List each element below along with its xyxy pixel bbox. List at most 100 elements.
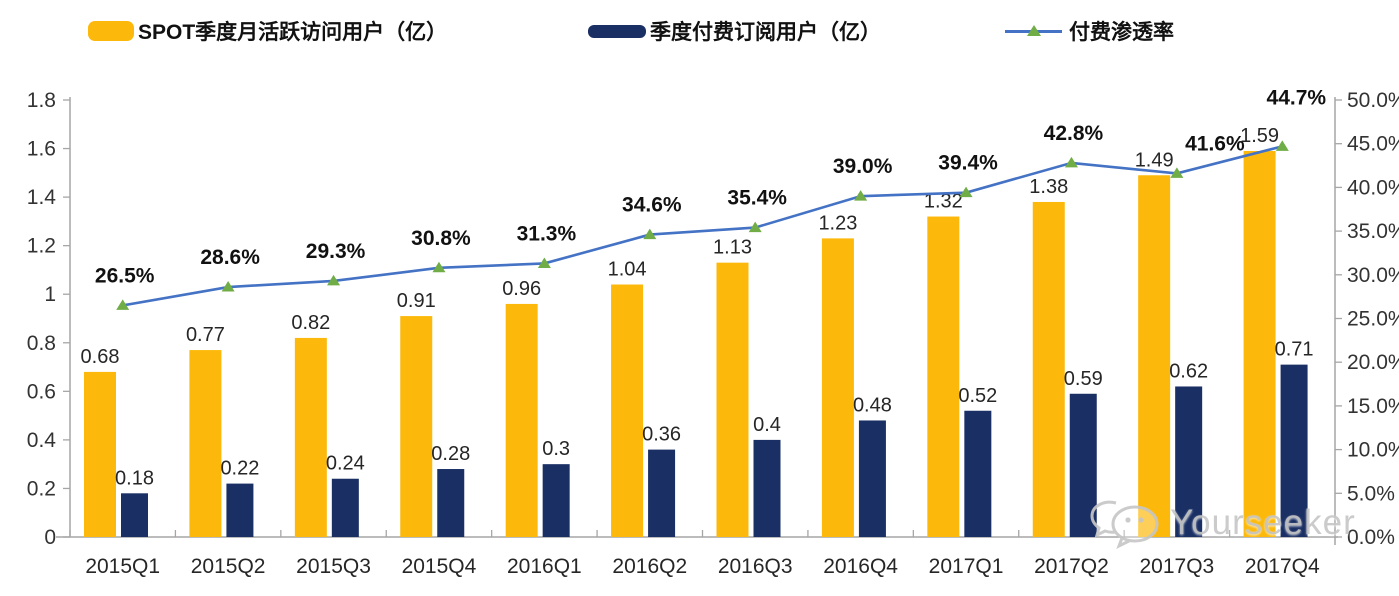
penetration-marker	[1275, 140, 1289, 151]
penetration-value-label: 41.6%	[1185, 132, 1245, 155]
subscribers-bar-value-label: 0.48	[853, 394, 892, 416]
mau-bar	[189, 350, 222, 537]
x-axis-category-label: 2017Q4	[1245, 555, 1320, 578]
penetration-marker	[643, 228, 657, 240]
left-axis-tick-label: 1	[44, 283, 56, 306]
triangle-marker-icon	[1026, 24, 1041, 36]
subscribers-bar-value-label: 0.59	[1064, 368, 1103, 390]
subscribers-bar	[1175, 386, 1203, 537]
penetration-marker	[854, 190, 868, 201]
subscribers-bar	[648, 449, 676, 537]
left-axis-tick-label: 1.6	[27, 138, 56, 161]
watermark-text: Yourseeker	[1170, 503, 1356, 542]
x-axis-category-label: 2016Q2	[612, 555, 687, 578]
x-axis-category-label: 2015Q3	[296, 555, 371, 578]
mau-bar-value-label: 0.77	[186, 324, 225, 346]
x-axis-category-label: 2016Q4	[823, 555, 898, 578]
penetration-value-label: 30.8%	[411, 227, 471, 250]
right-axis-tick-label: 40.0%	[1347, 176, 1399, 199]
penetration-marker	[537, 257, 551, 268]
subscribers-bar	[753, 439, 781, 537]
legend-item-subscribers: 季度付费订阅用户（亿）	[588, 16, 881, 46]
legend-item-penetration: 付费渗透率	[1005, 16, 1174, 46]
mau-bar-value-label: 1.38	[1029, 176, 1068, 198]
x-axis-category-label: 2016Q1	[507, 555, 582, 578]
penetration-value-label: 29.3%	[306, 240, 366, 263]
penetration-marker	[1170, 167, 1184, 178]
mau-bar-value-label: 1.49	[1135, 149, 1174, 171]
penetration-marker	[432, 261, 446, 273]
penetration-value-label: 39.4%	[938, 152, 998, 175]
penetration-series-swatch	[1005, 24, 1062, 36]
legend-item-mau: SPOT季度月活跃访问用户（亿）	[88, 16, 447, 46]
mau-bar	[821, 238, 854, 537]
penetration-marker	[116, 299, 130, 310]
mau-bar	[611, 284, 644, 537]
left-axis-tick-label: 0.4	[27, 429, 57, 452]
wechat-bubbles-icon	[1090, 500, 1159, 550]
right-axis-tick-label: 20.0%	[1347, 351, 1399, 374]
left-axis-tick-label: 0.8	[27, 332, 56, 355]
mau-bar-value-label: 1.59	[1240, 125, 1279, 147]
subscribers-bar	[858, 420, 886, 537]
right-axis-tick-label: 0.0%	[1347, 526, 1395, 549]
right-axis-tick-label: 15.0%	[1347, 395, 1399, 418]
left-axis-tick-label: 1.8	[27, 89, 56, 112]
mau-bar	[294, 337, 327, 537]
right-axis-tick-label: 35.0%	[1347, 220, 1399, 243]
mau-bar	[1138, 175, 1171, 537]
penetration-marker	[221, 281, 235, 292]
mau-series-swatch	[88, 21, 134, 41]
mau-bar-value-label: 0.68	[81, 346, 120, 368]
subscribers-bar-value-label: 0.36	[642, 424, 681, 446]
right-axis-tick-label: 45.0%	[1347, 133, 1399, 156]
subscribers-bar-value-label: 0.52	[958, 385, 997, 407]
left-axis-tick-label: 1.2	[27, 235, 56, 258]
mau-bar	[84, 371, 116, 537]
penetration-value-label: 35.4%	[727, 187, 787, 210]
x-axis-category-label: 2017Q2	[1034, 555, 1109, 578]
x-axis-category-label: 2017Q1	[929, 555, 1004, 578]
subscribers-bar-value-label: 0.18	[115, 467, 154, 489]
watermark: Yourseeker	[1086, 494, 1356, 552]
penetration-value-label: 39.0%	[833, 155, 893, 178]
subscribers-bar-value-label: 0.62	[1169, 360, 1208, 382]
mau-bar	[716, 262, 749, 537]
mau-bar	[927, 216, 960, 538]
mau-bar-value-label: 0.96	[502, 278, 541, 300]
penetration-value-label: 28.6%	[200, 246, 260, 269]
legend-label-mau: SPOT季度月活跃访问用户（亿）	[138, 21, 448, 44]
mau-bar	[505, 303, 538, 537]
subscribers-bar-value-label: 0.4	[753, 414, 781, 436]
penetration-marker	[959, 186, 973, 198]
subscribers-bar-value-label: 0.22	[220, 458, 259, 480]
x-axis-category-label: 2015Q1	[85, 555, 160, 578]
mau-bar-value-label: 1.23	[818, 212, 857, 234]
right-axis-tick-label: 25.0%	[1347, 308, 1399, 331]
penetration-marker	[327, 274, 341, 286]
mau-bar	[400, 316, 433, 537]
x-axis-category-label: 2016Q3	[718, 555, 793, 578]
x-axis-category-label: 2015Q4	[402, 555, 477, 578]
mau-bar	[1243, 150, 1276, 537]
left-axis-tick-label: 1.4	[27, 186, 57, 209]
penetration-value-label: 31.3%	[517, 222, 577, 245]
legend-label-penetration: 付费渗透率	[1069, 21, 1174, 44]
subscribers-bar-value-label: 0.3	[542, 438, 570, 460]
subscribers-series-swatch	[588, 24, 646, 38]
subscribers-bar-value-label: 0.71	[1275, 339, 1314, 361]
subscribers-bar-value-label: 0.28	[431, 443, 470, 465]
penetration-value-label: 26.5%	[95, 264, 155, 287]
subscribers-bar	[1280, 364, 1308, 537]
subscribers-bar	[542, 464, 570, 537]
penetration-value-label: 34.6%	[622, 194, 682, 217]
left-axis-tick-label: 0	[44, 526, 56, 549]
subscribers-bar	[121, 493, 148, 537]
mau-bar-value-label: 1.04	[608, 259, 647, 281]
x-axis-category-label: 2015Q2	[191, 555, 266, 578]
left-axis-tick-label: 0.2	[27, 477, 56, 500]
right-axis-tick-label: 5.0%	[1347, 482, 1395, 505]
mau-bar-value-label: 1.32	[924, 191, 963, 213]
subscribers-bar	[331, 478, 359, 537]
subscribers-bar	[437, 469, 465, 537]
